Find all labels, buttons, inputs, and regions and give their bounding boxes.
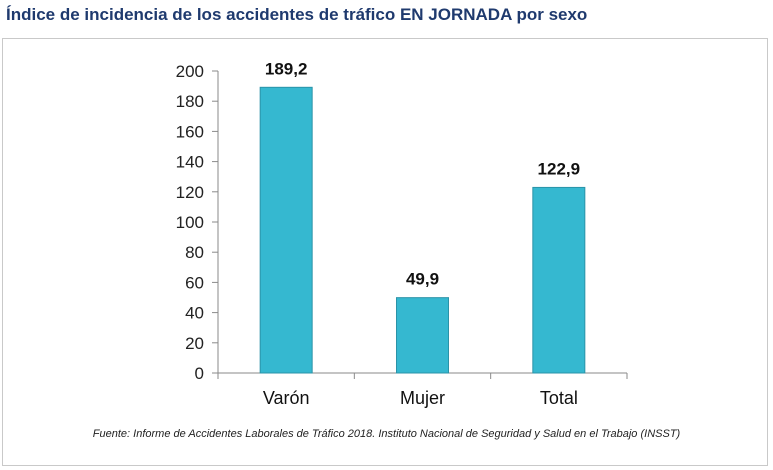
data-label: 189,2 xyxy=(265,59,308,78)
y-tick-label: 60 xyxy=(185,273,204,292)
x-axis: Varón Mujer Total xyxy=(217,372,628,408)
x-tick-label: Total xyxy=(540,388,578,408)
y-tick-label: 160 xyxy=(176,122,204,141)
bar-total xyxy=(532,186,586,374)
chart-title: Índice de incidencia de los accidentes d… xyxy=(6,5,588,24)
bar-varón xyxy=(259,86,313,374)
bar-mujer xyxy=(396,297,449,374)
y-tick-label: 200 xyxy=(176,62,204,81)
y-tick-label: 40 xyxy=(185,304,204,323)
y-axis: 0 20 40 60 80 100 120 140 160 180 200 xyxy=(176,62,219,383)
x-tick-label: Mujer xyxy=(400,388,445,408)
data-label: 122,9 xyxy=(538,159,581,178)
y-tick-label: 120 xyxy=(176,183,204,202)
data-label: 49,9 xyxy=(406,270,439,289)
y-tick-label: 180 xyxy=(176,92,204,111)
x-tick-label: Varón xyxy=(263,388,310,408)
y-tick-label: 0 xyxy=(195,364,204,383)
y-tick-label: 80 xyxy=(185,243,204,262)
chart-frame xyxy=(2,38,768,466)
y-tick-label: 20 xyxy=(185,334,204,353)
source-note: Fuente: Informe de Accidentes Laborales … xyxy=(92,428,681,440)
bars xyxy=(259,86,586,374)
y-tick-label: 100 xyxy=(176,213,204,232)
data-labels: 189,2 49,9 122,9 xyxy=(265,59,580,288)
y-tick-label: 140 xyxy=(176,153,204,172)
